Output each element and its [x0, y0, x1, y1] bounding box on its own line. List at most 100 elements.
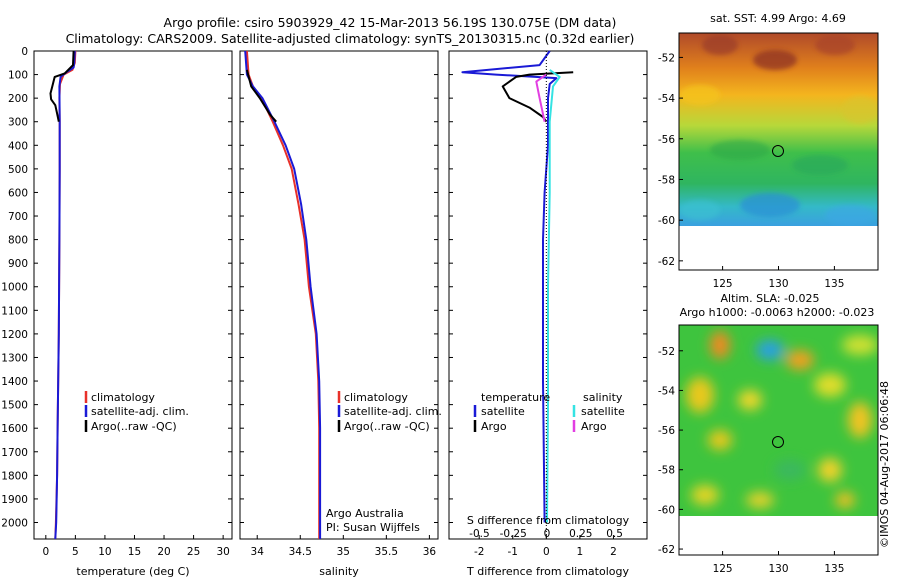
temperature-legend: climatology satellite-adj. clim. Argo(..…	[84, 391, 189, 433]
difference-panel-frame	[448, 50, 648, 540]
depth-tick-label: 900	[8, 258, 28, 270]
lat-tick-label: -58	[658, 465, 675, 477]
depth-tick-label: 300	[8, 117, 28, 129]
salinity-panel-frame	[239, 50, 439, 540]
x-tick-label: 36	[423, 546, 437, 558]
legend-s-satellite-label: satellite	[581, 405, 625, 418]
sla-map-title2: Argo h1000: -0.0063 h2000: -0.023	[680, 306, 875, 319]
sst-float-marker	[772, 145, 784, 157]
credit-pi: PI: Susan Wijffels	[326, 521, 420, 534]
series-line-climatology	[245, 50, 321, 539]
sst-map-title: sat. SST: 4.99 Argo: 4.69	[710, 12, 846, 25]
legend-climatology-label: climatology	[91, 391, 155, 404]
x-tick-label: 10	[98, 546, 111, 558]
legend-temperature-heading: temperature	[481, 391, 550, 404]
salinity-legend: climatology satellite-adj. clim. Argo(..…	[337, 391, 442, 433]
s-difference-tick-label: 0.5	[606, 528, 623, 540]
x-tick-label: 2	[610, 546, 617, 558]
depth-tick-label: 700	[8, 211, 28, 223]
lon-tick-label: 130	[768, 563, 788, 575]
x-tick-label: 30	[216, 546, 229, 558]
depth-tick-label: 1600	[1, 423, 28, 435]
x-tick-label: 15	[128, 546, 141, 558]
series-line-salinity-argo	[535, 73, 547, 122]
legend-satellite-label: satellite-adj. clim.	[344, 405, 442, 418]
temperature-panel: 0 5 10 15 20 25 30	[42, 50, 230, 558]
lat-tick-label: -52	[658, 346, 675, 358]
x-tick-label: 0	[543, 546, 550, 558]
lon-tick-label: 135	[824, 563, 844, 575]
x-tick-label: 20	[157, 546, 170, 558]
x-tick-label: 35	[337, 546, 350, 558]
temperature-panel-frame	[33, 50, 233, 540]
x-tick-label: 34	[251, 546, 265, 558]
lat-tick-label: -60	[658, 215, 675, 227]
lat-tick-label: -62	[658, 544, 675, 556]
credit-argo-australia: Argo Australia	[326, 507, 404, 520]
series-line-argo-raw-qc-	[245, 69, 277, 123]
series-line-temperature-argo	[501, 71, 574, 123]
lat-tick-label: -60	[658, 504, 675, 516]
figure-title-line1: Argo profile: csiro 5903929_42 15-Mar-20…	[164, 15, 617, 30]
depth-tick-label: 1500	[1, 400, 28, 412]
sst-heatmap	[679, 33, 878, 226]
lat-tick-label: -58	[658, 174, 675, 186]
series-line-salinity-satellite	[546, 69, 561, 523]
depth-tick-label: 800	[8, 235, 28, 247]
s-difference-axis-label: S difference from climatology	[467, 514, 630, 527]
x-tick-label: 25	[187, 546, 200, 558]
legend-climatology-label: climatology	[344, 391, 408, 404]
legend-t-satellite-label: satellite	[481, 405, 525, 418]
s-difference-tick-label: -0.25	[500, 528, 527, 540]
s-difference-tick-label: -0.5	[469, 528, 490, 540]
depth-tick-label: 200	[8, 93, 28, 105]
sla-heatmap	[679, 325, 878, 516]
lon-tick-label: 125	[713, 278, 733, 290]
x-tick-label: 34.5	[289, 546, 312, 558]
depth-tick-label: 1400	[1, 376, 28, 388]
temperature-axis-label: temperature (deg C)	[76, 565, 189, 578]
depth-tick-label: 2000	[1, 517, 28, 529]
difference-legend: temperature salinity satellite Argo sate…	[473, 391, 625, 433]
s-difference-tick-label: 0	[544, 528, 551, 540]
depth-tick-label: 1100	[1, 305, 28, 317]
sla-map-title1: Altim. SLA: -0.025	[720, 292, 819, 305]
sla-float-marker	[772, 436, 784, 448]
depth-tick-label: 1700	[1, 447, 28, 459]
sla-map-axes: -52 -54 -56 -58 -60 -62 125 130 135	[658, 346, 845, 575]
t-difference-axis-label: T difference from climatology	[466, 565, 629, 578]
depth-tick-label: 100	[8, 70, 28, 82]
legend-argo-label: Argo(..raw -QC)	[344, 420, 430, 433]
lat-tick-label: -54	[658, 385, 675, 397]
x-tick-label: -2	[474, 546, 484, 558]
depth-tick-label: 400	[8, 140, 28, 152]
legend-s-argo-label: Argo	[581, 420, 607, 433]
depth-tick-label: 1800	[1, 470, 28, 482]
legend-argo-label: Argo(..raw -QC)	[91, 420, 177, 433]
depth-tick-label: 1000	[1, 282, 28, 294]
depth-tick-label: 600	[8, 187, 28, 199]
legend-satellite-label: satellite-adj. clim.	[91, 405, 189, 418]
series-line-satellite-adj-clim-	[54, 50, 76, 540]
depth-tick-label: 1900	[1, 494, 28, 506]
salinity-panel: 34 34.5 35 35.5 36	[244, 50, 437, 558]
lon-tick-label: 125	[713, 563, 733, 575]
sst-map-axes: -52 -54 -56 -58 -60 -62 125 130 135	[658, 52, 845, 290]
series-line-argo-raw-qc-	[49, 50, 75, 122]
lon-tick-label: 135	[824, 278, 844, 290]
salinity-axis-label: salinity	[319, 565, 359, 578]
depth-tick-label: 1200	[1, 329, 28, 341]
lat-tick-label: -52	[658, 52, 675, 64]
lat-tick-label: -62	[658, 256, 675, 268]
lat-tick-label: -56	[658, 425, 675, 437]
x-tick-label: 5	[72, 546, 79, 558]
depth-tick-label: 500	[8, 164, 28, 176]
lat-tick-label: -56	[658, 134, 675, 146]
depth-tick-label: 0	[21, 46, 28, 58]
series-line-satellite-adj-clim-	[244, 50, 322, 539]
legend-salinity-heading: salinity	[583, 391, 623, 404]
lon-tick-label: 130	[768, 278, 788, 290]
lat-tick-label: -54	[658, 93, 675, 105]
imos-watermark: ©IMOS 04-Aug-2017 06:06:48	[878, 381, 891, 548]
depth-tick-label: 1300	[1, 352, 28, 364]
